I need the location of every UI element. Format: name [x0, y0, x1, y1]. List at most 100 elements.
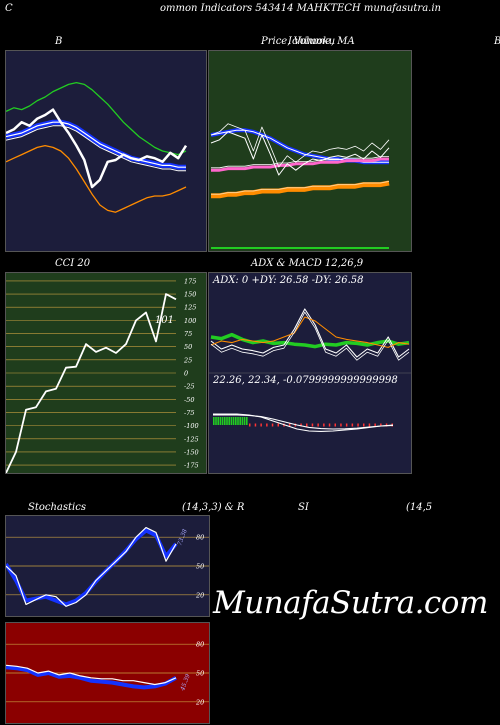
macd-histogram-bar [241, 417, 244, 425]
macd-histogram-bar [334, 423, 336, 427]
rsi-smooth-line [6, 665, 177, 690]
macd-histogram-bar [266, 423, 268, 427]
macd-histogram-bar [226, 417, 228, 425]
macd-histogram-bar [277, 423, 279, 427]
cci-chart: 175 150 125 100 75 50 25 0 -25 -50 -75 -100 -125 -150… [6, 277, 199, 473]
adx-macd-panel: ADX: 0 +DY: 26.58 -DY: 26.58 22.26, 22.3… [208, 272, 412, 474]
cci-tick-label: -75 [184, 409, 194, 417]
macd-histogram-bar [271, 423, 274, 427]
adx-plus-di-shadow [210, 311, 410, 361]
macd-readout: 22.26, 22.34, -0.0799999999999998 [213, 375, 398, 386]
cci-tick-label: -50 [184, 396, 194, 404]
adx-macd-chart [209, 308, 411, 432]
macd-histogram-bar [224, 417, 226, 425]
cci-tick-label: 100 [184, 317, 196, 325]
macd-macd-line [213, 413, 394, 432]
adx-adx-line [210, 332, 410, 349]
rsi-last-value: 45.39 [179, 673, 192, 693]
bollinger-panel [5, 50, 207, 252]
cci-tick-label: -175 [184, 462, 199, 470]
watermark: MunafaSutra.com [213, 585, 488, 621]
cci-tick-label: 0 [184, 370, 188, 378]
macd-histogram-bar [215, 417, 217, 425]
bollinger-title: B [55, 36, 63, 47]
adx-plusminus-di-line [210, 308, 410, 358]
cci-last-value: 101 [155, 315, 174, 326]
macd-histogram-bar [345, 423, 348, 427]
macd-histogram-bar [380, 423, 382, 427]
macd-histogram-bar [243, 417, 246, 425]
macd-histogram-bar [300, 423, 302, 427]
stochastics-d-line [6, 528, 178, 607]
stochastics-title: Stochastics [28, 502, 86, 513]
macd-histogram-bar [374, 423, 376, 427]
cci-tick-label: -150 [184, 448, 199, 456]
macd-histogram-bar [221, 417, 224, 425]
macd-histogram-bar [311, 423, 314, 427]
stochastics-tick-label: 20 [195, 591, 204, 599]
macd-histogram-bar [228, 417, 230, 425]
price-upper-envelope [210, 123, 390, 168]
page-title: ommon Indicators 543414 MAHKTECH munafas… [160, 3, 441, 14]
rsi-tick-label: 50 [196, 670, 204, 678]
price-ma-title: Price, Volume, MA [261, 36, 355, 47]
price-ma-short-edge [211, 156, 389, 169]
bollinger-lower-line [6, 144, 187, 213]
macd-histogram-bar [260, 423, 262, 427]
macd-histogram-bar [217, 417, 219, 425]
macd-histogram-bar [328, 423, 331, 427]
header-left-char: C [5, 3, 13, 14]
cci-tick-label: -100 [184, 422, 199, 430]
stochastics-tick-label: 80 [196, 534, 204, 542]
ichimoku-label: Ichimoku [288, 36, 336, 47]
cci-tick-label: 150 [184, 291, 196, 299]
adx-minus-di-line [210, 316, 410, 348]
macd-histogram-bar [219, 417, 222, 425]
rsi-params: (14,5 [406, 502, 433, 513]
macd-histogram-bar [230, 417, 233, 425]
macd-histogram-bar [232, 417, 235, 425]
cci-tick-label: -125 [184, 435, 199, 443]
bollinger-middle-band-lower [6, 125, 186, 172]
macd-histogram-bar [351, 423, 354, 427]
rsi-line [6, 664, 177, 686]
cci-tick-label: 50 [184, 343, 192, 351]
cci-tick-label: 175 [184, 277, 196, 285]
macd-histogram-bar [357, 423, 359, 427]
rsi-panel: 80 50 20 45.39 [5, 622, 210, 724]
bollinger-chart [6, 81, 188, 213]
stochastics-params: (14,3,3) & R [182, 502, 245, 513]
macd-histogram-bar [249, 423, 251, 427]
rsi-tick-label: 80 [196, 641, 204, 649]
rsi-title: SI [298, 502, 309, 513]
stochastics-panel: 80 50 20 73.38 [5, 515, 210, 617]
macd-histogram-bar [306, 423, 308, 427]
bollinger-middle-band-core [6, 121, 186, 168]
bollinger-upper-line [6, 81, 187, 156]
macd-histogram-bar [368, 423, 371, 427]
macd-histogram-bar [340, 423, 342, 427]
macd-histogram-bar [323, 423, 325, 427]
macd-histogram-bar [235, 417, 237, 425]
cci-title: CCI 20 [55, 258, 91, 269]
macd-histogram-bar [363, 423, 365, 427]
cci-tick-label: 125 [184, 304, 196, 312]
price-ma-short-line [211, 157, 389, 172]
cci-line [6, 293, 177, 473]
price-volume-ma-edge [211, 180, 390, 195]
bollinger-price-line [6, 108, 188, 189]
macd-histogram-bar [239, 417, 241, 425]
cci-panel: 175 150 125 100 75 50 25 0 -25 -50 -75 -100 -125 -150… [5, 272, 207, 474]
price-line [210, 131, 390, 176]
macd-histogram-bar [288, 423, 291, 427]
adx-title: ADX & MACD 12,26,9 [251, 258, 364, 269]
cci-tick-label: 25 [183, 356, 192, 364]
macd-histogram-bar [237, 417, 239, 425]
price-ma-panel [208, 50, 412, 252]
cci-tick-label: -25 [184, 383, 194, 391]
cci-tick-label: 75 [184, 330, 192, 338]
price-volume-ma-line [211, 180, 390, 199]
header-right-char: B [494, 36, 500, 47]
